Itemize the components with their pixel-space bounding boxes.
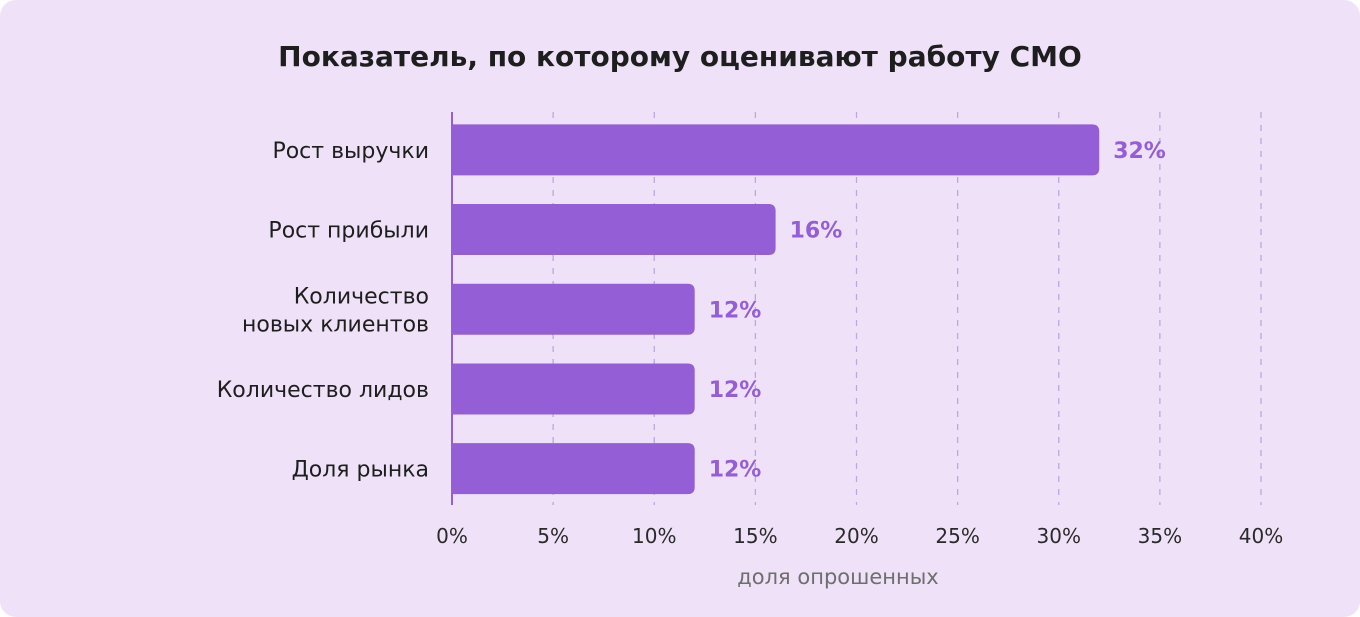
category-label: Количество (294, 284, 429, 309)
x-tick-label: 25% (935, 524, 979, 548)
x-axis-label: доля опрошенных (737, 565, 938, 589)
category-label: Рост выручки (272, 139, 429, 164)
x-tick-label: 0% (436, 524, 468, 548)
bar (452, 124, 1100, 176)
x-tick-label: 40% (1239, 524, 1283, 548)
category-label: Количество лидов (217, 378, 429, 403)
bar (452, 443, 695, 495)
data-label: 12% (709, 378, 762, 403)
data-label: 32% (1113, 139, 1166, 164)
x-tick-label: 20% (834, 524, 878, 548)
data-label: 12% (709, 298, 762, 323)
data-label: 16% (790, 219, 843, 244)
x-tick-label: 30% (1037, 524, 1081, 548)
chart-title: Показатель, по которому оценивают работу… (278, 40, 1082, 73)
bar (452, 283, 695, 335)
x-tick-label: 5% (537, 524, 569, 548)
category-label: Рост прибыли (268, 219, 429, 244)
x-tick-label: 15% (733, 524, 777, 548)
bar (452, 363, 695, 415)
x-tick-label: 35% (1138, 524, 1182, 548)
x-tick-label: 10% (632, 524, 676, 548)
bar (452, 204, 776, 256)
category-label: Доля рынка (292, 458, 429, 483)
data-label: 12% (709, 458, 762, 483)
category-label: новых клиентов (242, 312, 429, 337)
